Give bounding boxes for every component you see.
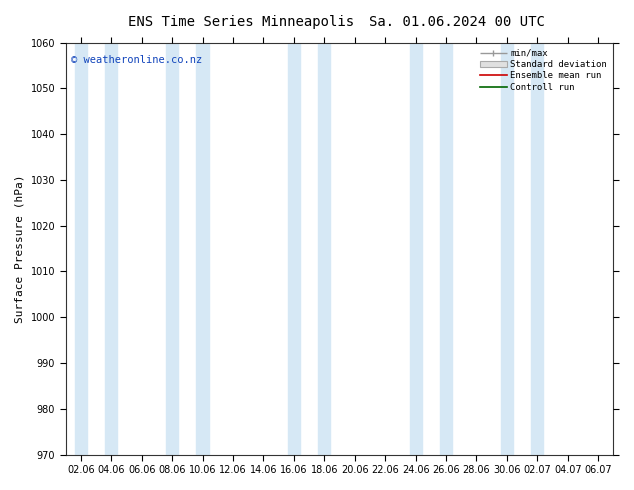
- Bar: [501, 43, 513, 455]
- Bar: [318, 43, 330, 455]
- Bar: [166, 43, 178, 455]
- Text: ENS Time Series Minneapolis: ENS Time Series Minneapolis: [128, 15, 354, 29]
- Y-axis label: Surface Pressure (hPa): Surface Pressure (hPa): [15, 174, 25, 323]
- Bar: [531, 43, 543, 455]
- Bar: [410, 43, 422, 455]
- Bar: [75, 43, 87, 455]
- Bar: [440, 43, 452, 455]
- Text: Sa. 01.06.2024 00 UTC: Sa. 01.06.2024 00 UTC: [368, 15, 545, 29]
- Bar: [288, 43, 300, 455]
- Legend: min/max, Standard deviation, Ensemble mean run, Controll run: min/max, Standard deviation, Ensemble me…: [478, 47, 609, 94]
- Bar: [197, 43, 209, 455]
- Bar: [105, 43, 117, 455]
- Text: © weatheronline.co.nz: © weatheronline.co.nz: [71, 55, 202, 65]
